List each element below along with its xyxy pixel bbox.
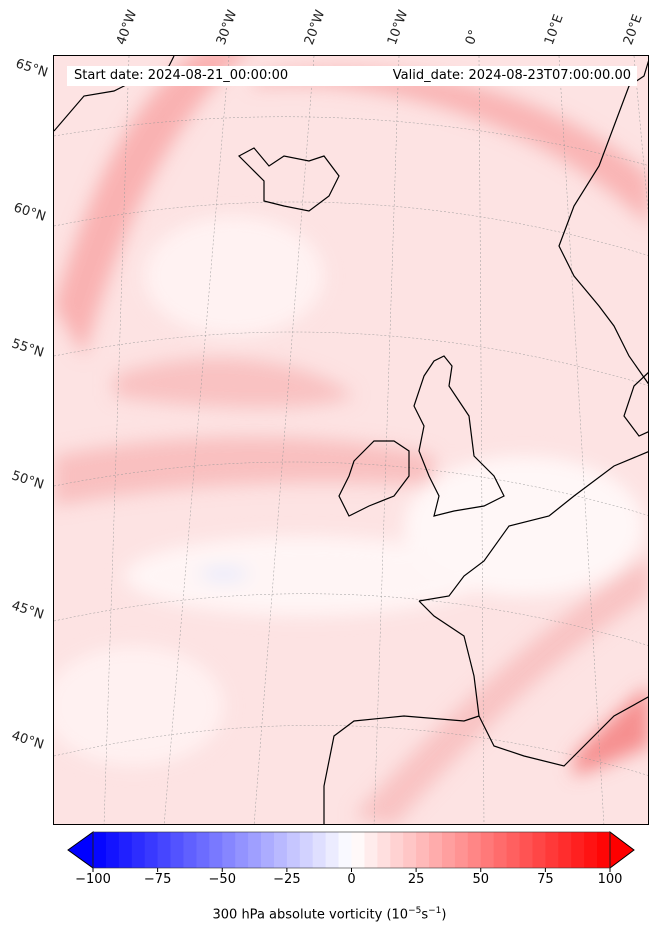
colorbar-segment (183, 832, 197, 868)
colorbar-extend-low (67, 831, 94, 869)
colorbar-segment (403, 832, 417, 868)
colorbar-tick-label: 100 (597, 872, 623, 887)
colorbar-segment (377, 832, 391, 868)
iceland-coast (238, 147, 340, 212)
lon-label-10e: 10°E (541, 12, 567, 48)
colorbar-segment (273, 832, 288, 868)
colorbar-segment (454, 832, 469, 868)
colorbar-segment (235, 832, 249, 868)
colorbar-tick-label: −25 (273, 872, 301, 887)
colorbar-segment (467, 832, 482, 868)
colorbar-segment (325, 832, 340, 868)
colorbar-segment (93, 832, 107, 868)
lon-label-40w: 40°W (113, 8, 141, 47)
colorbar-segment (196, 832, 210, 868)
colorbar-label-exp2: −1 (428, 906, 442, 916)
map-panel: Start date: 2024-08-21_00:00:00 Valid_da… (53, 55, 649, 825)
colorbar-segment (286, 832, 301, 868)
colorbar-segment (506, 832, 521, 868)
great-britain-coast (413, 355, 505, 517)
lon-label-10w: 10°W (384, 8, 412, 47)
date-info-box: Start date: 2024-08-21_00:00:00 Valid_da… (67, 66, 637, 86)
denmark-coast (623, 372, 648, 437)
colorbar-segment (170, 832, 184, 868)
lon-label-20w: 20°W (301, 8, 329, 47)
colorbar-segment (364, 832, 378, 868)
colorbar-tick-label: −75 (143, 872, 172, 887)
colorbar-segment (571, 832, 585, 868)
colorbar-segment (351, 832, 365, 868)
colorbar-segment (105, 832, 120, 868)
colorbar-segment (131, 832, 146, 868)
colorbar-segment (312, 832, 327, 868)
lat-label-45n: 45°N (9, 598, 46, 623)
ireland-coast (338, 440, 410, 517)
lat-label-40n: 40°N (9, 728, 46, 753)
france-coast (418, 451, 648, 717)
norway-coast (558, 60, 648, 385)
colorbar-tick-label: 75 (537, 872, 554, 887)
lon-label-20e: 20°E (620, 12, 646, 48)
colorbar-segment (222, 832, 236, 868)
colorbar-segment (493, 832, 508, 868)
colorbar-segment (558, 832, 572, 868)
iberia-coast (323, 696, 648, 824)
colorbar-segment (519, 832, 533, 868)
colorbar-segment (338, 832, 352, 868)
colorbar-segment (144, 832, 159, 868)
colorbar-segment (390, 832, 404, 868)
colorbar-segment (532, 832, 546, 868)
colorbar-segment (545, 832, 559, 868)
lat-label-55n: 55°N (9, 336, 46, 361)
lat-label-65n: 65°N (13, 56, 50, 81)
colorbar-segment (248, 832, 262, 868)
colorbar-segment (480, 832, 495, 868)
lat-label-50n: 50°N (9, 468, 46, 493)
colorbar-tick-label: 50 (472, 872, 490, 887)
colorbar-segment (261, 832, 275, 868)
vorticity-shading (54, 56, 648, 824)
colorbar-segment (416, 832, 430, 868)
colorbar-tick-label: 25 (407, 872, 425, 887)
colorbar-label-main: 300 hPa absolute vorticity (10 (212, 907, 409, 923)
colorbar-segment (441, 832, 456, 868)
colorbar-extend-high (609, 831, 635, 869)
colorbar-tick-label: −50 (208, 872, 236, 887)
colorbar-label-exp1: −5 (408, 906, 422, 916)
colorbar-segment (584, 832, 598, 868)
colorbar (67, 831, 635, 872)
colorbar-tick-label: 0 (347, 872, 356, 887)
colorbar-label-mid: s (421, 907, 429, 923)
lat-label-60n: 60°N (11, 200, 48, 225)
start-date-label: Start date: 2024-08-21_00:00:00 (74, 68, 289, 83)
colorbar-segment (597, 832, 611, 868)
lon-label-0: 0° (462, 27, 483, 47)
colorbar-segment (209, 832, 223, 868)
colorbar-label-end: ) (441, 907, 447, 923)
colorbar-segment (299, 832, 314, 868)
colorbar-label: 300 hPa absolute vorticity (10−5s−1) (0, 906, 659, 922)
map-field (54, 56, 648, 824)
lon-label-30w: 30°W (213, 8, 241, 47)
colorbar-segment (429, 832, 443, 868)
valid-date-label: Valid_date: 2024-08-23T07:00:00.00 (392, 68, 631, 83)
colorbar-segment (118, 832, 133, 868)
colorbar-tick-label: −100 (75, 872, 111, 887)
colorbar-segment (157, 832, 172, 868)
